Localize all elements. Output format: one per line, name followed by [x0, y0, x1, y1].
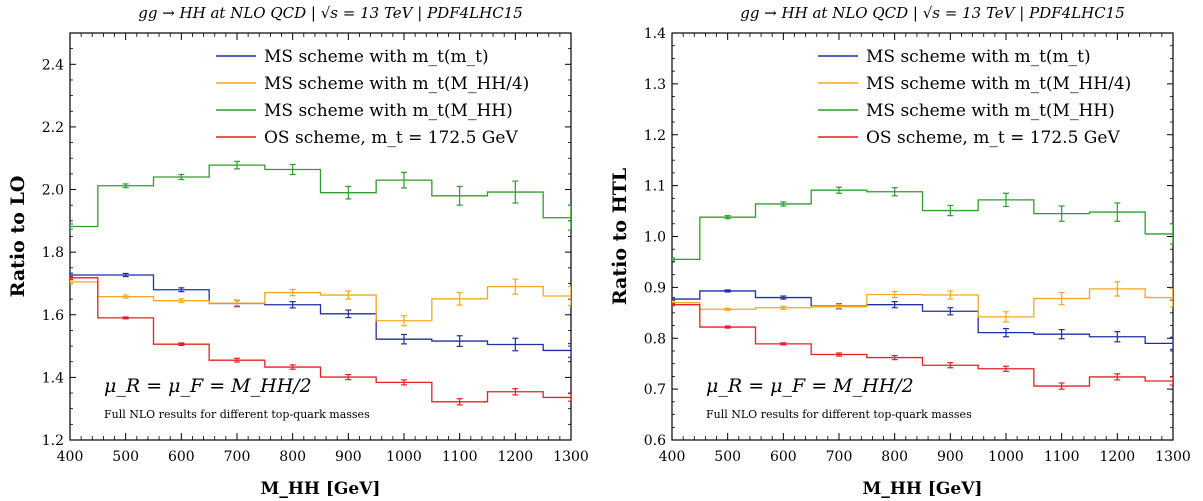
x-tick-label: 900 — [335, 449, 362, 465]
y-tick-label: 1.0 — [644, 230, 666, 246]
x-tick-label: 700 — [826, 449, 853, 465]
x-axis-label: M_HH [GeV] — [261, 479, 381, 499]
x-tick-label: 500 — [112, 449, 139, 465]
series-line-3 — [70, 277, 571, 403]
chart-ratio-to-lo: gg → HH at NLO QCD | √s = 13 TeV | PDF4L… — [7, 4, 589, 499]
x-tick-label: 400 — [57, 449, 84, 465]
legend-entry-2: MS scheme with m_t(M_HH) — [866, 101, 1115, 121]
x-axis-label: M_HH [GeV] — [863, 479, 983, 499]
x-tick-label: 500 — [714, 449, 741, 465]
y-tick-label: 2.4 — [42, 57, 64, 73]
x-tick-label: 1200 — [498, 449, 534, 465]
scale-annotation: μ_R = μ_F = M_HH/2 — [104, 375, 312, 397]
x-tick-label: 1200 — [1100, 449, 1136, 465]
x-tick-label: 600 — [770, 449, 797, 465]
legend-entry-2: MS scheme with m_t(M_HH) — [264, 101, 513, 121]
x-tick-label: 1000 — [386, 449, 422, 465]
series-line-2 — [672, 189, 1173, 261]
x-tick-label: 1100 — [442, 449, 478, 465]
series-line-1 — [672, 288, 1173, 318]
chart-title: gg → HH at NLO QCD | √s = 13 TeV | PDF4L… — [740, 4, 1125, 22]
legend-entry-1: MS scheme with m_t(M_HH/4) — [264, 74, 529, 94]
series-line-0 — [70, 274, 571, 352]
x-tick-label: 400 — [659, 449, 686, 465]
legend-entry-0: MS scheme with m_t(m_t) — [264, 47, 489, 67]
chart-panel-ratio-to-lo: gg → HH at NLO QCD | √s = 13 TeV | PDF4L… — [0, 0, 600, 501]
legend-entry-0: MS scheme with m_t(m_t) — [866, 47, 1091, 67]
y-tick-label: 1.4 — [644, 26, 666, 42]
results-note: Full NLO results for different top-quark… — [706, 408, 972, 421]
chart-panel-ratio-to-htl: gg → HH at NLO QCD | √s = 13 TeV | PDF4L… — [602, 0, 1202, 501]
scale-annotation: μ_R = μ_F = M_HH/2 — [706, 375, 914, 397]
results-note: Full NLO results for different top-quark… — [104, 408, 370, 421]
x-tick-label: 800 — [881, 449, 908, 465]
chart-ratio-to-htl: gg → HH at NLO QCD | √s = 13 TeV | PDF4L… — [609, 4, 1191, 499]
y-tick-label: 1.8 — [42, 245, 64, 261]
y-tick-label: 0.6 — [644, 433, 666, 449]
x-tick-label: 700 — [224, 449, 251, 465]
y-tick-label: 0.7 — [644, 382, 666, 398]
y-tick-label: 0.9 — [644, 280, 666, 296]
series-line-3 — [672, 304, 1173, 387]
x-tick-label: 1100 — [1044, 449, 1080, 465]
y-tick-label: 1.6 — [42, 308, 64, 324]
x-tick-label: 1300 — [553, 449, 589, 465]
legend-entry-1: MS scheme with m_t(M_HH/4) — [866, 74, 1131, 94]
legend-entry-3: OS scheme, m_t = 172.5 GeV — [866, 128, 1120, 148]
y-tick-label: 1.4 — [42, 370, 64, 386]
x-tick-label: 900 — [937, 449, 964, 465]
x-tick-label: 1000 — [988, 449, 1024, 465]
y-tick-label: 1.1 — [644, 179, 666, 195]
x-tick-label: 600 — [168, 449, 195, 465]
series-layer — [672, 186, 1173, 390]
x-tick-label: 1300 — [1155, 449, 1191, 465]
series-line-0 — [672, 290, 1173, 344]
series-line-2 — [70, 164, 571, 228]
y-tick-label: 2.0 — [42, 183, 64, 199]
legend-entry-3: OS scheme, m_t = 172.5 GeV — [264, 128, 518, 148]
y-tick-label: 1.2 — [644, 128, 666, 144]
y-axis-label: Ratio to HTL — [609, 168, 631, 305]
y-tick-label: 1.3 — [644, 77, 666, 93]
series-layer — [70, 160, 571, 406]
y-tick-label: 0.8 — [644, 331, 666, 347]
series-line-1 — [70, 281, 571, 322]
y-axis-label: Ratio to LO — [7, 176, 29, 298]
chart-title: gg → HH at NLO QCD | √s = 13 TeV | PDF4L… — [138, 4, 523, 22]
y-tick-label: 2.2 — [42, 120, 64, 136]
x-tick-label: 800 — [279, 449, 306, 465]
y-tick-label: 1.2 — [42, 433, 64, 449]
